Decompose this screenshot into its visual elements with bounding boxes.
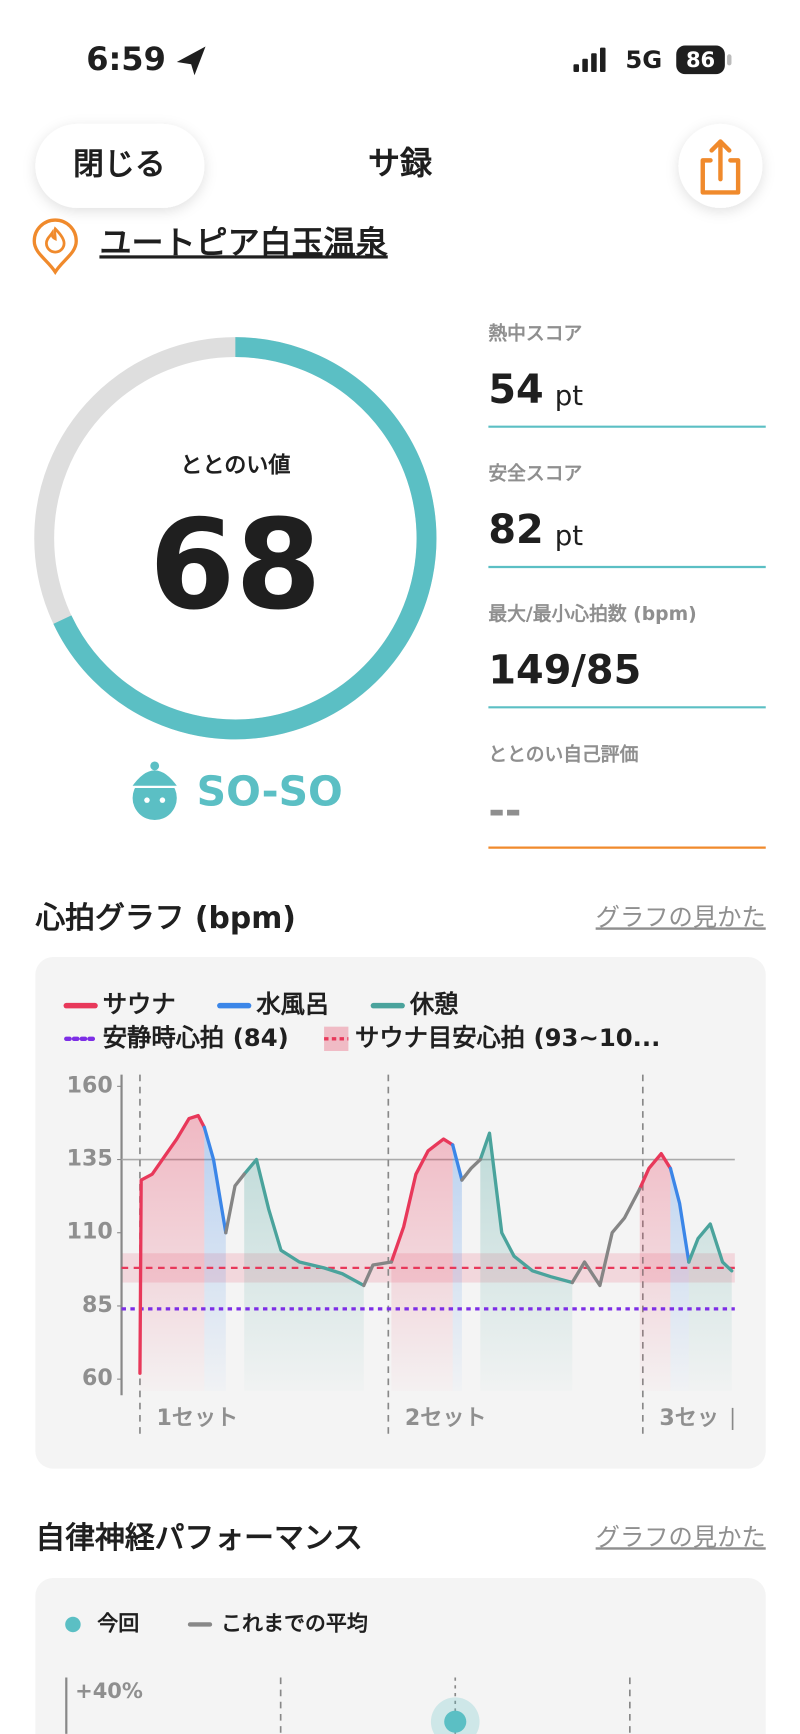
close-button[interactable]	[35, 123, 205, 208]
help-link[interactable]: グラフの見かた	[596, 902, 766, 931]
legend-label: これまでの平均	[221, 1611, 368, 1635]
score-label: 熱中スコア	[488, 321, 582, 344]
score-list: 熱中スコア 54 pt 安全スコア 82 pt 最大/最小心拍数 (bpm) 149/85 とと…	[488, 321, 766, 849]
gauge-arc	[53, 337, 437, 740]
y-tick-label: 85	[82, 1292, 113, 1318]
share-icon[interactable]	[700, 139, 741, 195]
header-title: サ録	[368, 144, 433, 182]
score-value: 149/85	[488, 648, 641, 694]
score-label: 最大/最小心拍数 (bpm)	[488, 602, 696, 625]
score-label: 安全スコア	[488, 462, 582, 485]
battery-icon	[676, 45, 725, 75]
location-icon	[176, 46, 206, 76]
gauge-label: ととのい値	[180, 452, 290, 478]
score-value: 54	[488, 367, 543, 413]
y-tick-label: 160	[67, 1072, 113, 1098]
legend-label: 休憩	[409, 990, 459, 1019]
set-label: 1セット	[157, 1405, 239, 1431]
legend-label: 水風呂	[255, 990, 329, 1019]
legend-label: 安静時心拍 (84)	[103, 1023, 289, 1052]
score-unit: pt	[555, 519, 584, 552]
legend-label: サウナ	[103, 990, 176, 1019]
y-tick-label: 60	[82, 1365, 113, 1391]
legend-label: サウナ目安心拍 (93~10...	[355, 1023, 660, 1052]
section-title: 自律神経パフォーマンス	[35, 1521, 363, 1556]
close-label[interactable]: 閉じる	[73, 146, 166, 182]
score-value: --	[488, 788, 521, 834]
legend-swatch	[65, 1616, 81, 1633]
chart-card	[35, 1578, 766, 1734]
status-time: 6:59	[86, 40, 166, 78]
set-label: 3セッ	[659, 1405, 719, 1431]
series-area	[139, 1115, 671, 1391]
y-tick-label: 110	[67, 1219, 113, 1245]
rating-icon	[128, 761, 182, 821]
series-line	[224, 1157, 642, 1288]
battery-level: 86	[686, 48, 715, 72]
section-title: 心拍グラフ (bpm)	[34, 901, 296, 936]
series-line	[202, 1125, 691, 1264]
battery-tip	[727, 54, 732, 66]
set-labels: 1セット 2セット 3セッ	[157, 1405, 719, 1431]
score-label: ととのい自己評価	[488, 742, 638, 765]
signal-icon	[573, 47, 606, 72]
current-point	[444, 1710, 467, 1733]
gauge-value: 68	[149, 493, 321, 637]
y-tick-label: +40%	[75, 1679, 143, 1703]
score-unit: pt	[555, 379, 584, 412]
network-label: 5G	[625, 45, 662, 74]
facility-name[interactable]: ユートピア白玉温泉	[99, 223, 387, 261]
series-area	[244, 1133, 732, 1391]
set-label: 2セット	[405, 1405, 487, 1431]
score-value: 82	[488, 507, 543, 553]
y-tick-label: 135	[67, 1146, 113, 1172]
legend-label: 今回	[97, 1611, 139, 1635]
rating-label: SO-SO	[197, 768, 343, 816]
facility-icon	[32, 218, 78, 276]
series-line	[138, 1113, 673, 1375]
help-link[interactable]: グラフの見かた	[596, 1522, 766, 1551]
series-line	[242, 1131, 734, 1288]
